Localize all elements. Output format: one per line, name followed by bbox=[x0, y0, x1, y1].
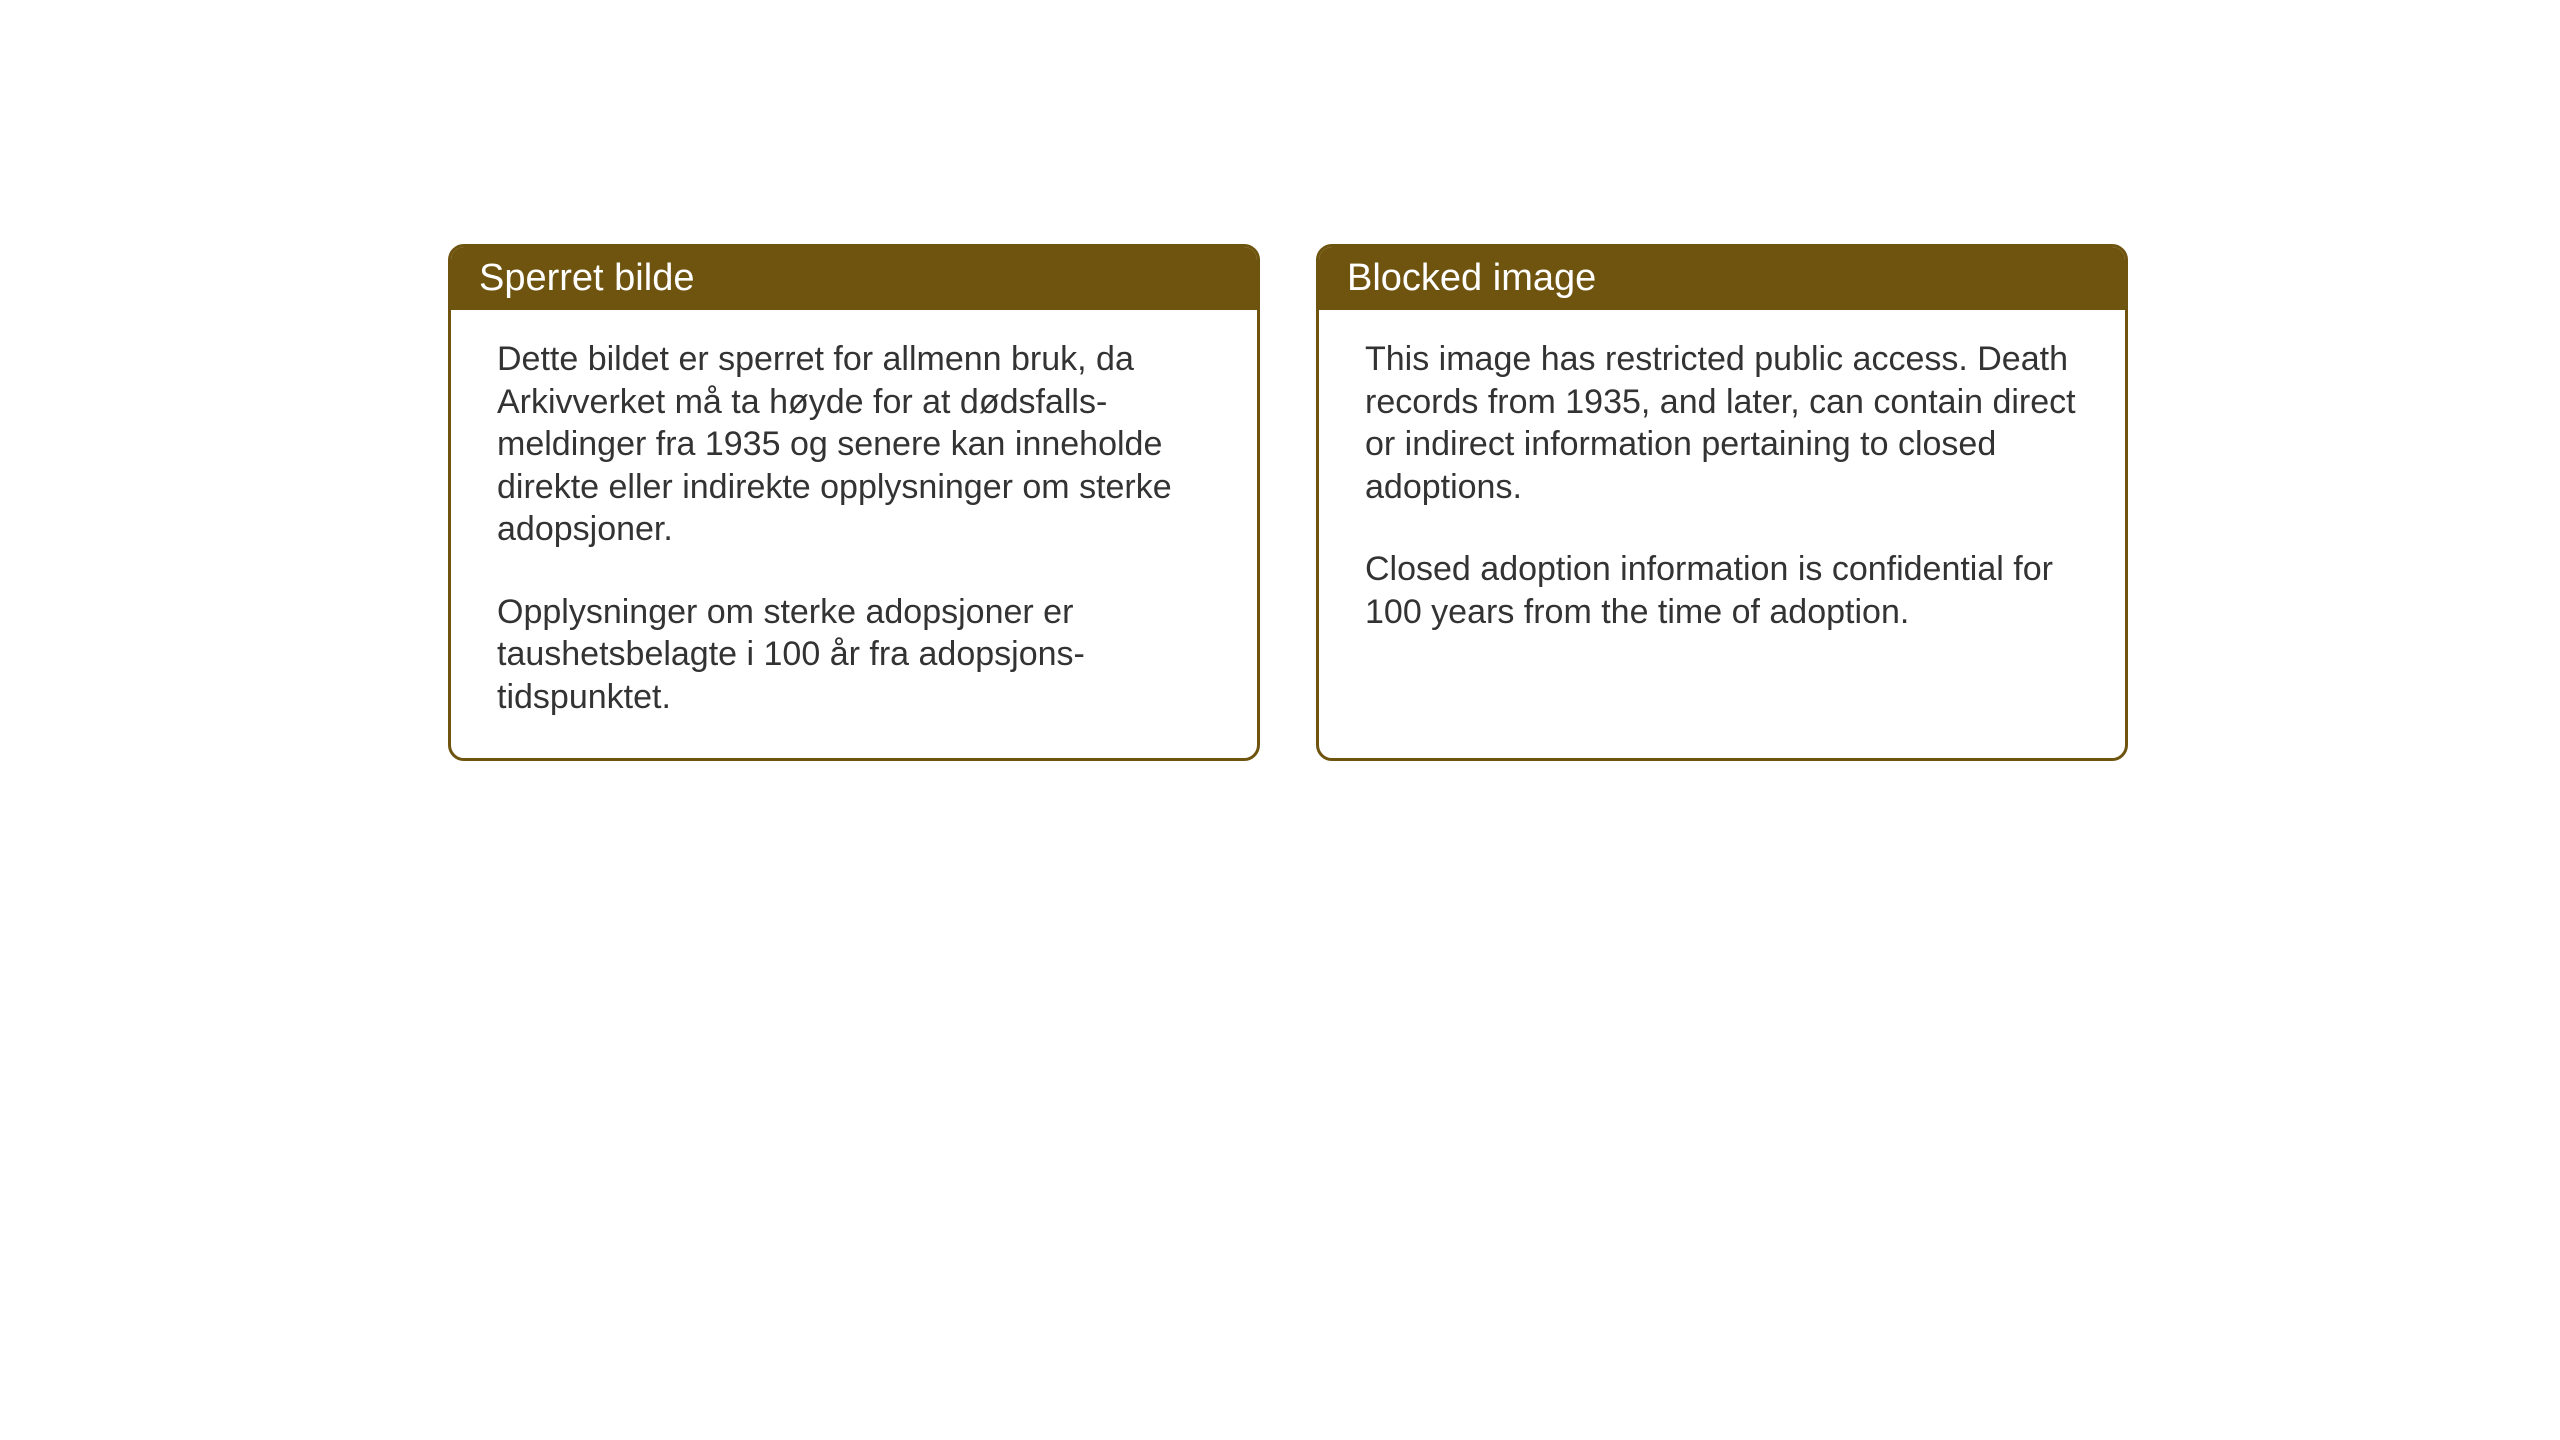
info-box-container: Sperret bilde Dette bildet er sperret fo… bbox=[448, 244, 2128, 761]
info-paragraph: Dette bildet er sperret for allmenn bruk… bbox=[497, 338, 1211, 551]
info-box-body: Dette bildet er sperret for allmenn bruk… bbox=[451, 310, 1257, 758]
info-box-english: Blocked image This image has restricted … bbox=[1316, 244, 2128, 761]
info-box-title: Blocked image bbox=[1347, 257, 1596, 299]
info-paragraph: This image has restricted public access.… bbox=[1365, 338, 2079, 508]
info-box-header: Sperret bilde bbox=[451, 247, 1257, 310]
info-paragraph: Closed adoption information is confident… bbox=[1365, 548, 2079, 633]
info-paragraph: Opplysninger om sterke adopsjoner er tau… bbox=[497, 591, 1211, 719]
info-box-body: This image has restricted public access.… bbox=[1319, 310, 2125, 748]
info-box-norwegian: Sperret bilde Dette bildet er sperret fo… bbox=[448, 244, 1260, 761]
info-box-header: Blocked image bbox=[1319, 247, 2125, 310]
info-box-title: Sperret bilde bbox=[479, 257, 694, 299]
